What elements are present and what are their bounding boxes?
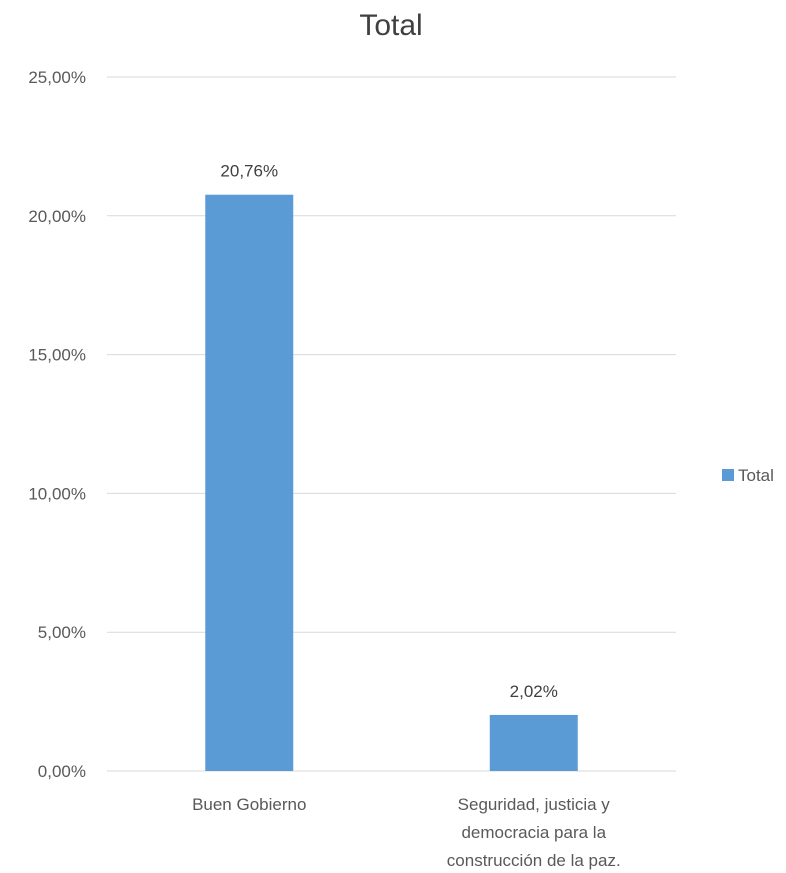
y-tick-label: 5,00% — [38, 623, 86, 642]
x-category-label: democracia para la — [461, 823, 606, 842]
y-axis-ticks: 0,00% 5,00% 10,00% 15,00% 20,00% 25,00% — [28, 68, 86, 781]
bar — [489, 714, 578, 771]
y-tick-label: 15,00% — [28, 346, 86, 365]
x-category-label: Seguridad, justicia y — [458, 795, 611, 814]
bar — [205, 194, 294, 771]
data-label: 20,76% — [220, 162, 278, 181]
legend: Total — [722, 466, 774, 485]
data-label: 2,02% — [510, 682, 558, 701]
y-tick-label: 10,00% — [28, 484, 86, 503]
y-tick-label: 25,00% — [28, 68, 86, 87]
gridlines — [107, 76, 676, 772]
x-category-label: Buen Gobierno — [192, 795, 306, 814]
y-tick-label: 0,00% — [38, 762, 86, 781]
legend-swatch-total — [722, 469, 734, 481]
data-labels: 20,76% 2,02% — [220, 162, 557, 701]
bars — [205, 194, 578, 771]
y-tick-label: 20,00% — [28, 207, 86, 226]
legend-label-total: Total — [738, 466, 774, 485]
x-category-label: construcción de la paz. — [447, 851, 621, 870]
x-axis-categories: Buen Gobierno Seguridad, justicia y democr… — [192, 795, 621, 870]
chart-title: Total — [359, 9, 422, 42]
